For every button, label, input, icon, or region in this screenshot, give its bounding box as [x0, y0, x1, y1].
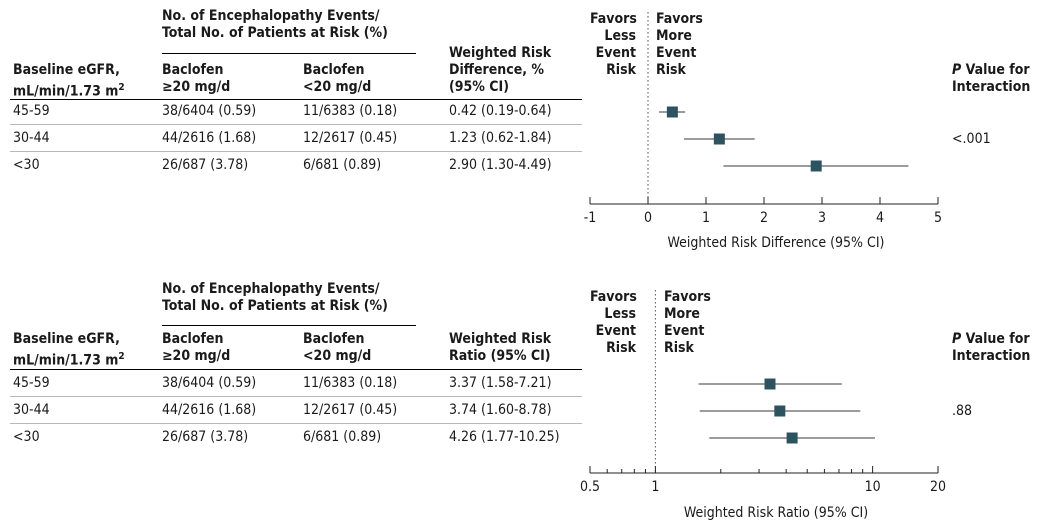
point-estimate-marker — [786, 432, 798, 444]
point-estimate-marker — [774, 405, 786, 417]
group-header: No. of Encephalopathy Events/ Total No. … — [162, 8, 388, 41]
x-tick-label: 20 — [930, 479, 946, 495]
row-high: 44/2616 (1.68) — [162, 402, 257, 418]
col-egfr-label: Baseline eGFR, mL/min/1.73 m — [13, 62, 120, 100]
row-effect: 2.90 (1.30-4.49) — [449, 157, 552, 173]
pval-header-line2: Interaction — [952, 348, 1031, 364]
row-effect: 3.74 (1.60-8.78) — [449, 402, 552, 418]
row-divider — [10, 423, 582, 424]
point-estimate-marker — [810, 160, 822, 172]
pval-header: P Value for Interaction — [952, 62, 1030, 96]
point-estimate-marker — [764, 378, 776, 390]
forest-plot-1: -1 0 1 2 3 4 5 Weighted Risk Difference (95% CI… — [584, 12, 942, 251]
row-egfr: 45-59 — [13, 375, 50, 391]
row-divider — [10, 396, 582, 397]
group-header-rule — [162, 325, 416, 326]
favors-left-label: Favors Less Event Risk — [590, 289, 637, 356]
pval-header-italic: P — [952, 62, 962, 78]
pval-header-rest: Value for — [961, 331, 1030, 347]
x-tick-label: 0 — [644, 210, 652, 226]
pval-header-rest: Value for — [961, 62, 1030, 78]
x-axis-label: Weighted Risk Ratio (95% CI) — [684, 505, 868, 521]
favors-left-label: Favors Less Event Risk — [590, 11, 637, 78]
row-high: 44/2616 (1.68) — [162, 130, 257, 146]
favors-right-label: Favors More Event Risk — [664, 289, 711, 356]
x-tick-label: 3 — [818, 210, 826, 226]
row-low: 6/681 (0.89) — [303, 157, 382, 173]
p-value: <.001 — [952, 131, 991, 147]
table-header-rule — [10, 369, 582, 370]
col-low-header: Baclofen <20 mg/d — [303, 331, 372, 364]
row-low: 6/681 (0.89) — [303, 429, 382, 445]
row-egfr: <30 — [13, 157, 40, 173]
x-tick-label: -1 — [584, 210, 597, 226]
row-effect: 4.26 (1.77-10.25) — [449, 429, 560, 445]
group-header-rule — [162, 53, 416, 54]
x-axis-label: Weighted Risk Difference (95% CI) — [668, 235, 885, 251]
pval-header-line2: Interaction — [952, 79, 1031, 95]
group-header: No. of Encephalopathy Events/ Total No. … — [162, 281, 388, 314]
x-tick-label: 1 — [702, 210, 710, 226]
col-egfr-header: Baseline eGFR, mL/min/1.73 m2 — [13, 62, 125, 101]
pval-header-italic: P — [952, 331, 962, 347]
row-egfr: 30-44 — [13, 130, 50, 146]
favors-right-label: Favors More Event Risk — [656, 11, 703, 78]
row-divider — [10, 124, 582, 125]
row-egfr: 45-59 — [13, 103, 50, 119]
p-value: .88 — [952, 403, 973, 419]
row-high: 38/6404 (0.59) — [162, 103, 257, 119]
point-estimate-marker — [666, 106, 678, 118]
row-low: 11/6383 (0.18) — [303, 103, 398, 119]
pval-header: P Value for Interaction — [952, 331, 1030, 365]
row-egfr: 30-44 — [13, 402, 50, 418]
row-effect: 1.23 (0.62-1.84) — [449, 130, 552, 146]
row-high: 26/687 (3.78) — [162, 157, 249, 173]
col-effect-header: Weighted Risk Difference, % (95% CI) — [449, 45, 552, 95]
row-low: 12/2617 (0.45) — [303, 130, 398, 146]
row-egfr: <30 — [13, 429, 40, 445]
col-egfr-header: Baseline eGFR, mL/min/1.73 m2 — [13, 331, 125, 370]
row-effect: 3.37 (1.58-7.21) — [449, 375, 552, 391]
row-high: 38/6404 (0.59) — [162, 375, 257, 391]
x-tick-label: 5 — [934, 210, 942, 226]
row-low: 12/2617 (0.45) — [303, 402, 398, 418]
x-tick-label: 10 — [865, 479, 881, 495]
x-tick-label: 1 — [651, 479, 659, 495]
col-egfr-sup: 2 — [118, 82, 125, 93]
col-high-header: Baclofen ≥20 mg/d — [162, 62, 231, 95]
col-egfr-sup: 2 — [118, 351, 125, 362]
x-tick-label: 0.5 — [580, 479, 600, 495]
col-high-header: Baclofen ≥20 mg/d — [162, 331, 231, 364]
point-estimate-marker — [713, 133, 725, 145]
row-high: 26/687 (3.78) — [162, 429, 249, 445]
table-header-rule — [10, 99, 582, 100]
x-tick-label: 4 — [876, 210, 884, 226]
col-low-header: Baclofen <20 mg/d — [303, 62, 372, 95]
row-low: 11/6383 (0.18) — [303, 375, 398, 391]
col-egfr-label: Baseline eGFR, mL/min/1.73 m — [13, 331, 120, 369]
row-effect: 0.42 (0.19-0.64) — [449, 103, 552, 119]
x-tick-label: 2 — [760, 210, 768, 226]
col-effect-header: Weighted Risk Ratio (95% CI) — [449, 331, 552, 364]
row-divider — [10, 151, 582, 152]
